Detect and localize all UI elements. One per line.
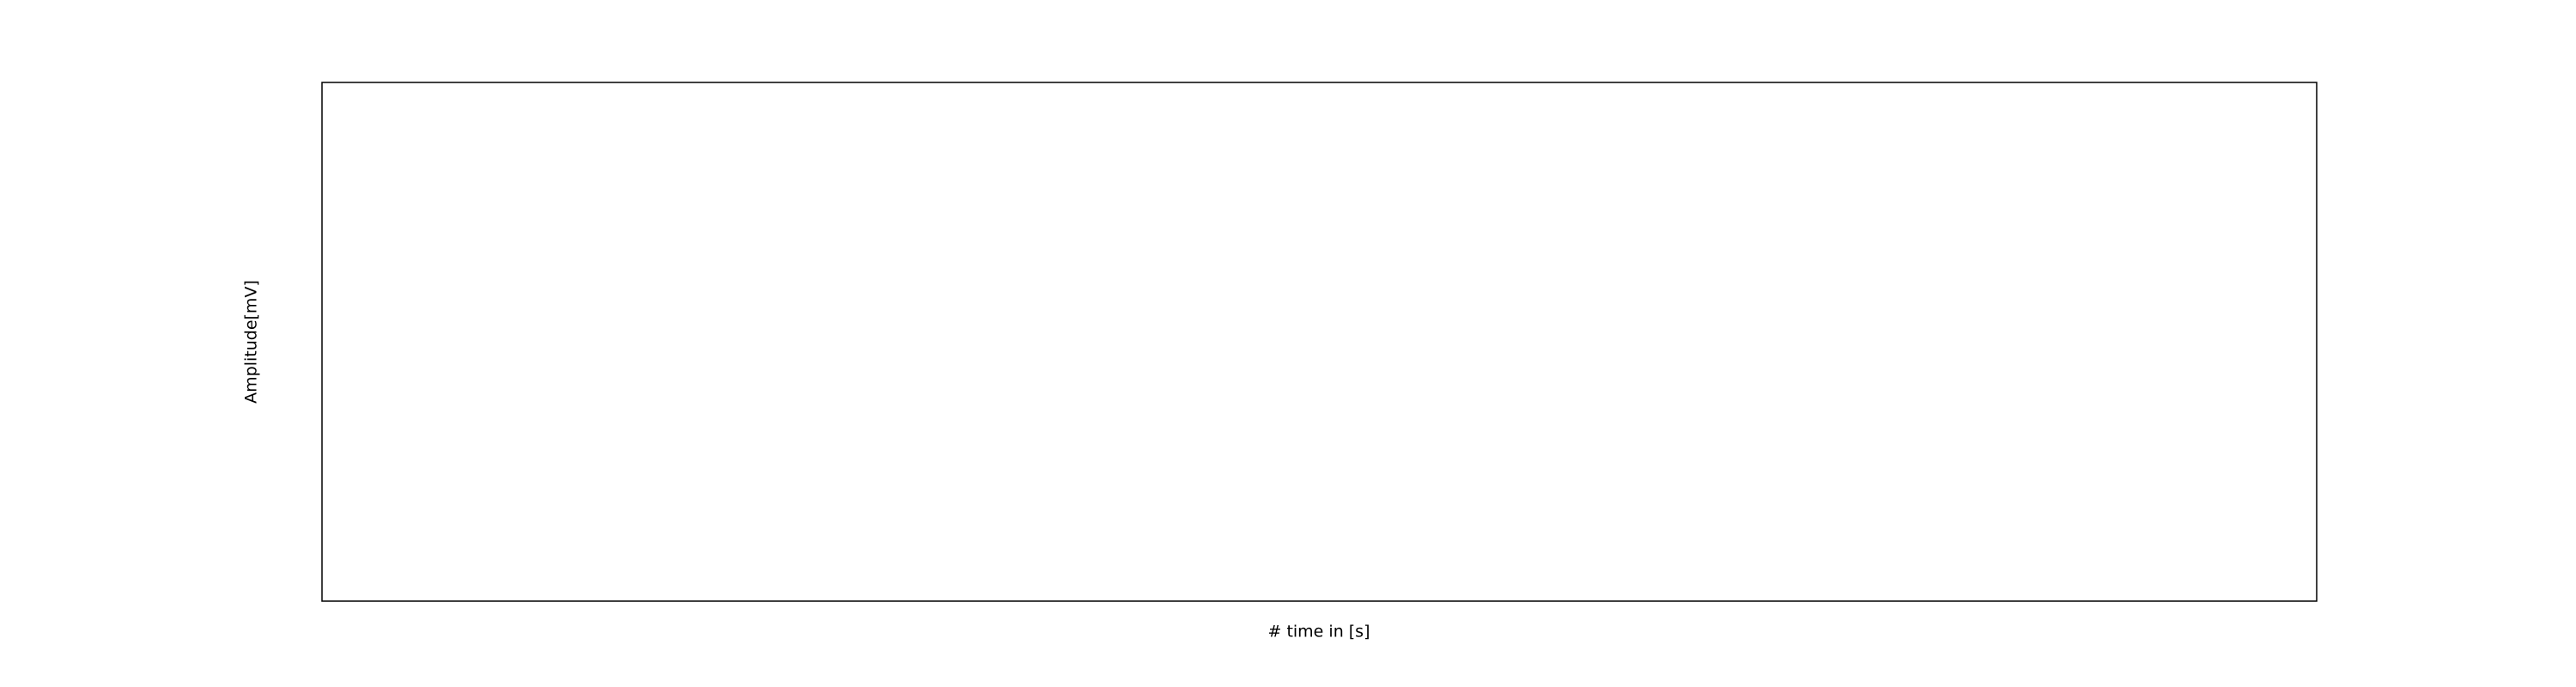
y-axis-label: Amplitude[mV] xyxy=(242,280,261,404)
plot-frame xyxy=(321,82,2318,602)
x-axis-label: # time in [s] xyxy=(1267,623,1370,641)
